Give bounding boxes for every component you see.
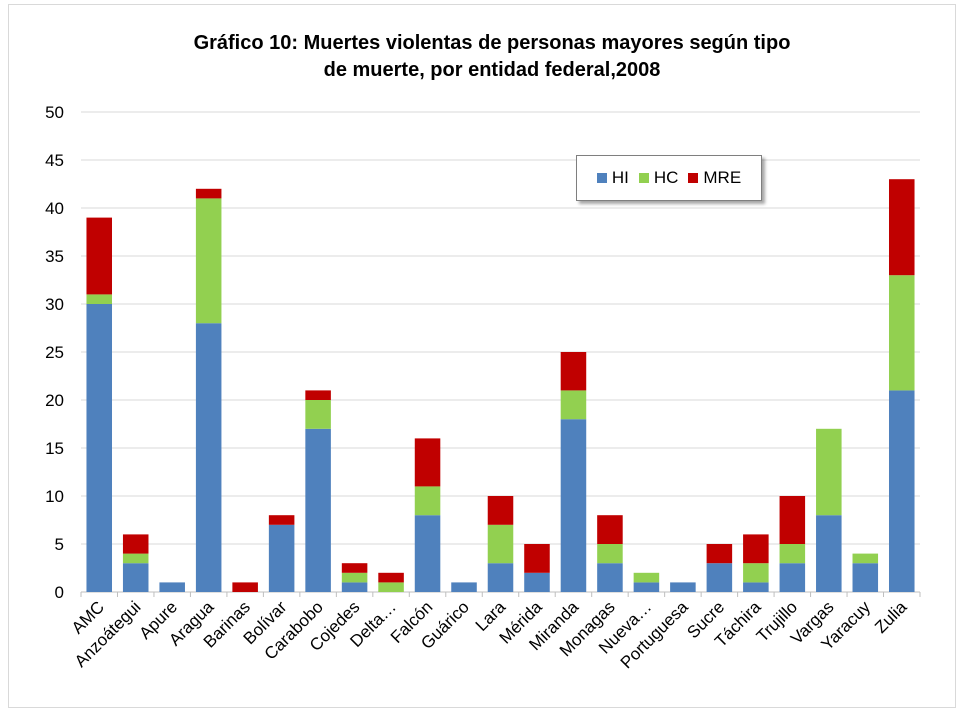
bar-mre [378,572,404,583]
y-tick-label: 15 [45,439,64,458]
y-tick-label: 35 [45,247,64,266]
legend-swatch-mre [688,173,699,183]
y-tick-label: 0 [55,583,64,602]
bar-hc [414,486,441,516]
bar-hi [560,419,587,592]
bar-hi [888,390,915,592]
bar-hc [633,572,660,583]
bar-hi [195,323,222,592]
bar-hi [451,582,477,592]
bar-hi [597,563,623,592]
legend-item-hi: HI [596,168,629,188]
y-tick-label: 45 [45,151,64,170]
bar-mre [414,438,441,487]
bar-mre [268,515,295,525]
bar-mre [888,179,915,276]
legend-swatch-hi [596,173,607,183]
bar-hi [743,582,769,592]
bar-hc [487,524,514,564]
y-tick-label: 40 [45,199,64,218]
bar-hc [305,400,331,429]
bar-hi [816,515,842,592]
legend-swatch-hc [638,173,649,183]
chart-legend: HI HC MRE [576,155,762,201]
bar-mre [305,390,331,400]
y-tick-label: 30 [45,295,64,314]
bar-hc [816,428,842,516]
y-tick-label: 10 [45,487,64,506]
bar-hc [378,582,404,592]
legend-item-hc: HC [638,168,679,188]
y-tick-label: 50 [45,103,64,122]
bar-hi [779,563,806,592]
bar-mre [86,217,113,295]
bar-mre [341,563,368,573]
legend-item-mre: MRE [688,168,741,188]
y-tick-label: 25 [45,343,64,362]
bar-mre [487,496,514,525]
bar-hc [560,390,587,420]
bar-hc [852,553,879,564]
bar-hi [341,582,368,592]
bar-mre [232,582,258,592]
bar-hi [706,563,733,592]
bar-hi [122,563,149,592]
bar-hi [633,582,660,592]
bar-mre [560,352,587,391]
bar-mre [779,496,806,544]
bar-hc [341,572,368,583]
bar-hi [414,515,441,592]
legend-label-mre: MRE [703,168,742,187]
bar-hc [888,275,915,391]
bar-mre [122,534,149,554]
bar-hi [305,428,331,592]
bar-hi [852,563,879,592]
bar-hi [670,582,696,592]
legend-label-hi: HI [611,168,629,187]
legend-label-hc: HC [653,168,679,187]
bar-hc [122,553,149,564]
chart-title: Gráfico 10: Muertes violentas de persona… [0,30,960,84]
bar-mre [524,544,550,573]
chart-title-line-1: Gráfico 10: Muertes violentas de persona… [193,32,791,54]
chart-title-line-2: de muerte, por entidad federal,2008 [323,59,661,81]
bar-hi [487,563,514,592]
bar-hi [159,582,185,592]
bar-hi [86,304,113,592]
bar-mre [597,515,623,544]
bar-hc [743,563,769,583]
y-tick-label: 20 [45,391,64,410]
bar-hc [597,544,623,564]
bar-mre [743,534,769,564]
bar-hc [195,198,222,324]
y-tick-label: 5 [55,535,64,554]
bar-mre [195,188,222,199]
bar-hc [779,544,806,564]
bar-hi [268,524,295,592]
bar-hi [524,572,550,592]
bar-hc [86,294,113,304]
bar-mre [706,544,733,564]
x-tick-label: Zulia [871,597,911,637]
